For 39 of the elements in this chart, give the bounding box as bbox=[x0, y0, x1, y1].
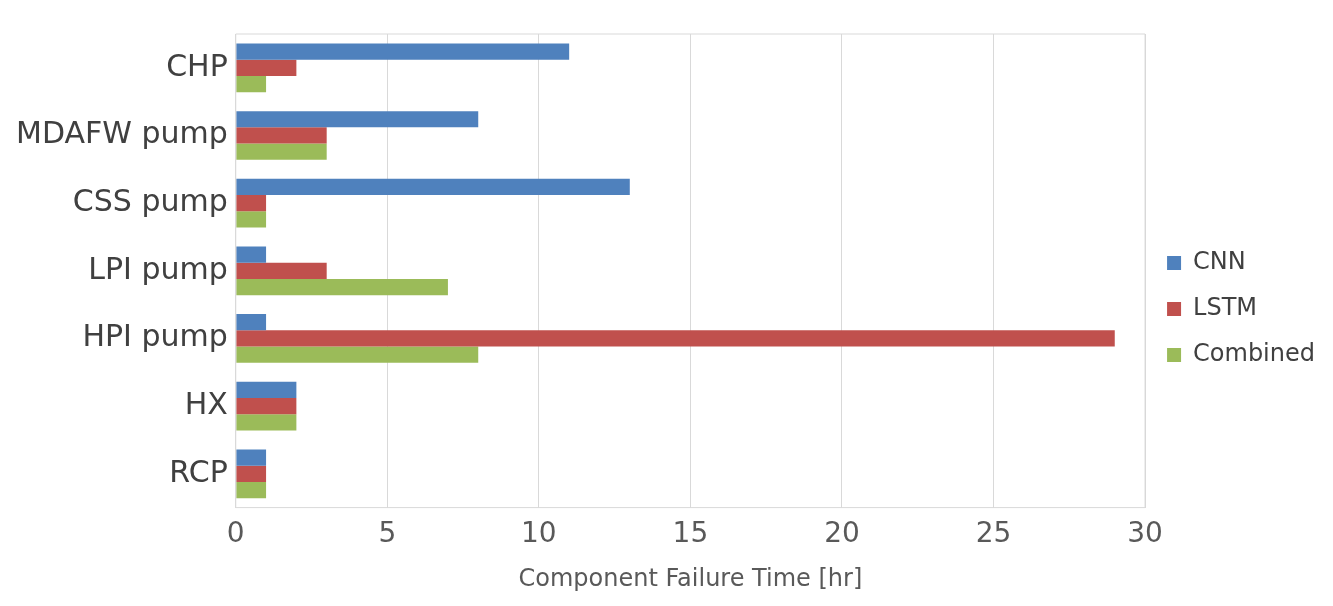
bar bbox=[236, 211, 267, 228]
y-tick-label: HPI pump bbox=[82, 318, 228, 354]
bar bbox=[236, 278, 448, 296]
bar bbox=[236, 59, 297, 76]
y-tick-label: MDAFW pump bbox=[15, 115, 228, 151]
bar bbox=[236, 330, 1115, 347]
bar bbox=[236, 414, 297, 431]
legend-label: LSTM bbox=[1193, 293, 1258, 322]
bar bbox=[236, 111, 479, 128]
y-tick-label: LPI pump bbox=[88, 250, 228, 286]
bar bbox=[236, 481, 267, 499]
bar bbox=[236, 127, 327, 144]
x-tick-label: 15 bbox=[672, 515, 709, 549]
bar bbox=[236, 449, 267, 466]
x-tick-label: 10 bbox=[521, 515, 557, 549]
bar bbox=[236, 143, 327, 160]
bar bbox=[236, 381, 297, 398]
x-axis-title: Component Failure Time [hr] bbox=[518, 563, 863, 592]
bar bbox=[236, 465, 267, 482]
bar bbox=[236, 314, 267, 331]
x-tick-label: 20 bbox=[824, 515, 860, 549]
x-tick-label: 5 bbox=[378, 515, 397, 549]
bar bbox=[236, 346, 479, 363]
y-tick-label: RCP bbox=[169, 453, 228, 489]
bar bbox=[236, 75, 267, 93]
legend-label: Combined bbox=[1193, 339, 1315, 368]
bar bbox=[236, 398, 297, 415]
bar bbox=[236, 43, 570, 60]
legend-label: CNN bbox=[1193, 247, 1246, 276]
bar bbox=[236, 178, 630, 196]
bar bbox=[236, 262, 327, 279]
bar bbox=[236, 246, 267, 263]
bar bbox=[236, 195, 267, 212]
y-tick-label: CHP bbox=[166, 47, 228, 83]
y-tick-label: CSS pump bbox=[72, 182, 228, 218]
x-tick-label: 30 bbox=[1127, 515, 1163, 549]
x-tick-label: 0 bbox=[226, 515, 245, 549]
x-tick-label: 25 bbox=[975, 515, 1012, 549]
y-tick-label: HX bbox=[184, 385, 228, 421]
